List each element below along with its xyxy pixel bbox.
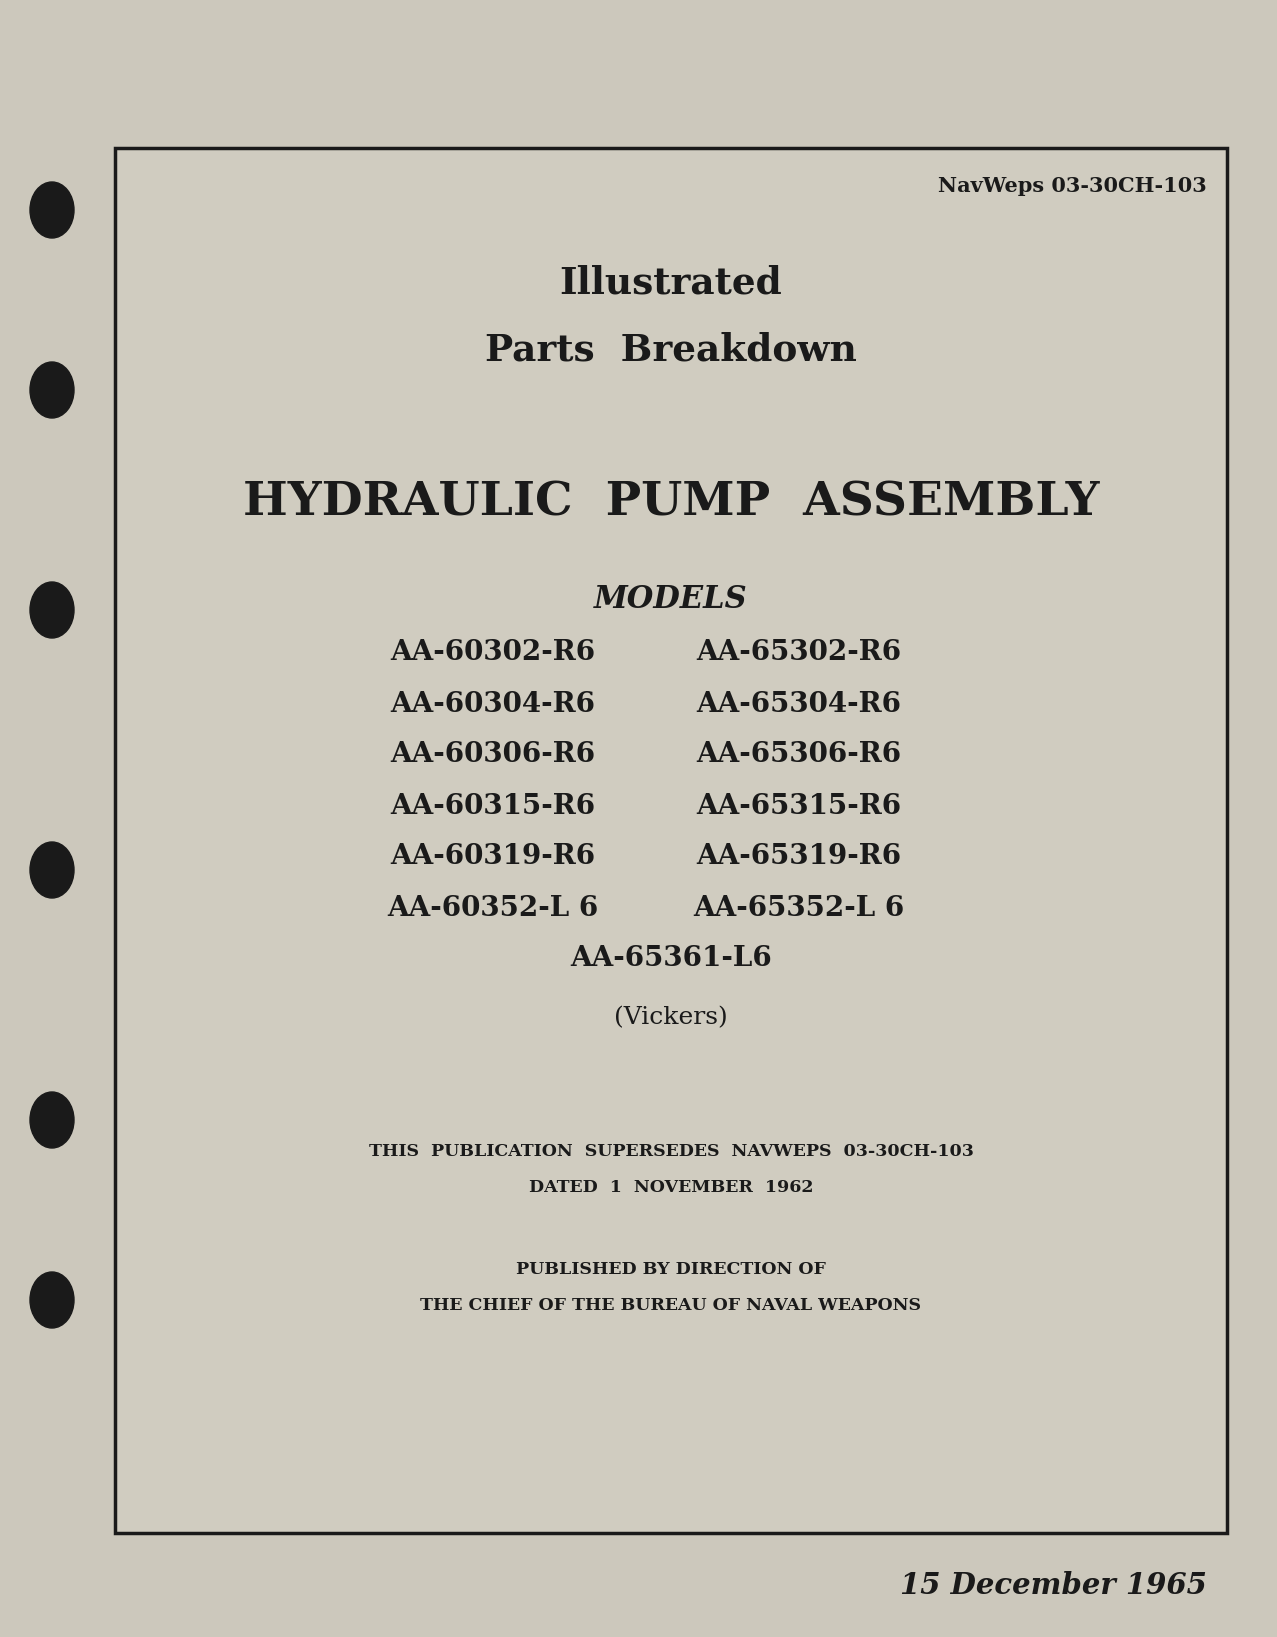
Text: THIS  PUBLICATION  SUPERSEDES  NAVWEPS  03-30CH-103: THIS PUBLICATION SUPERSEDES NAVWEPS 03-3… — [369, 1143, 973, 1159]
Text: AA-65304-R6: AA-65304-R6 — [696, 691, 902, 717]
Text: AA-65319-R6: AA-65319-R6 — [696, 843, 902, 871]
Text: THE CHIEF OF THE BUREAU OF NAVAL WEAPONS: THE CHIEF OF THE BUREAU OF NAVAL WEAPONS — [420, 1297, 922, 1313]
Text: AA-65352-L 6: AA-65352-L 6 — [693, 894, 904, 922]
Bar — [115, 147, 1227, 1532]
Text: DATED  1  NOVEMBER  1962: DATED 1 NOVEMBER 1962 — [529, 1179, 813, 1195]
Text: Parts  Breakdown: Parts Breakdown — [485, 332, 857, 368]
Ellipse shape — [29, 182, 74, 237]
Ellipse shape — [29, 583, 74, 638]
Text: AA-65315-R6: AA-65315-R6 — [696, 792, 902, 820]
Text: NavWeps 03-30CH-103: NavWeps 03-30CH-103 — [939, 177, 1207, 196]
Text: AA-60352-L 6: AA-60352-L 6 — [387, 894, 599, 922]
Text: AA-60302-R6: AA-60302-R6 — [391, 640, 595, 666]
Ellipse shape — [29, 841, 74, 899]
Text: Illustrated: Illustrated — [559, 265, 783, 301]
Ellipse shape — [29, 1092, 74, 1148]
Text: (Vickers): (Vickers) — [614, 1007, 728, 1030]
Text: AA-65306-R6: AA-65306-R6 — [696, 742, 902, 768]
Text: PUBLISHED BY DIRECTION OF: PUBLISHED BY DIRECTION OF — [516, 1260, 826, 1277]
Ellipse shape — [29, 1272, 74, 1328]
Text: AA-65302-R6: AA-65302-R6 — [696, 640, 902, 666]
Text: HYDRAULIC  PUMP  ASSEMBLY: HYDRAULIC PUMP ASSEMBLY — [243, 480, 1099, 525]
Text: 15 December 1965: 15 December 1965 — [900, 1570, 1207, 1599]
Text: AA-60304-R6: AA-60304-R6 — [391, 691, 595, 717]
Text: AA-60319-R6: AA-60319-R6 — [391, 843, 595, 871]
Text: AA-65361-L6: AA-65361-L6 — [570, 946, 771, 972]
Text: AA-60306-R6: AA-60306-R6 — [391, 742, 595, 768]
Text: AA-60315-R6: AA-60315-R6 — [391, 792, 595, 820]
Ellipse shape — [29, 362, 74, 417]
Text: MODELS: MODELS — [594, 584, 748, 616]
